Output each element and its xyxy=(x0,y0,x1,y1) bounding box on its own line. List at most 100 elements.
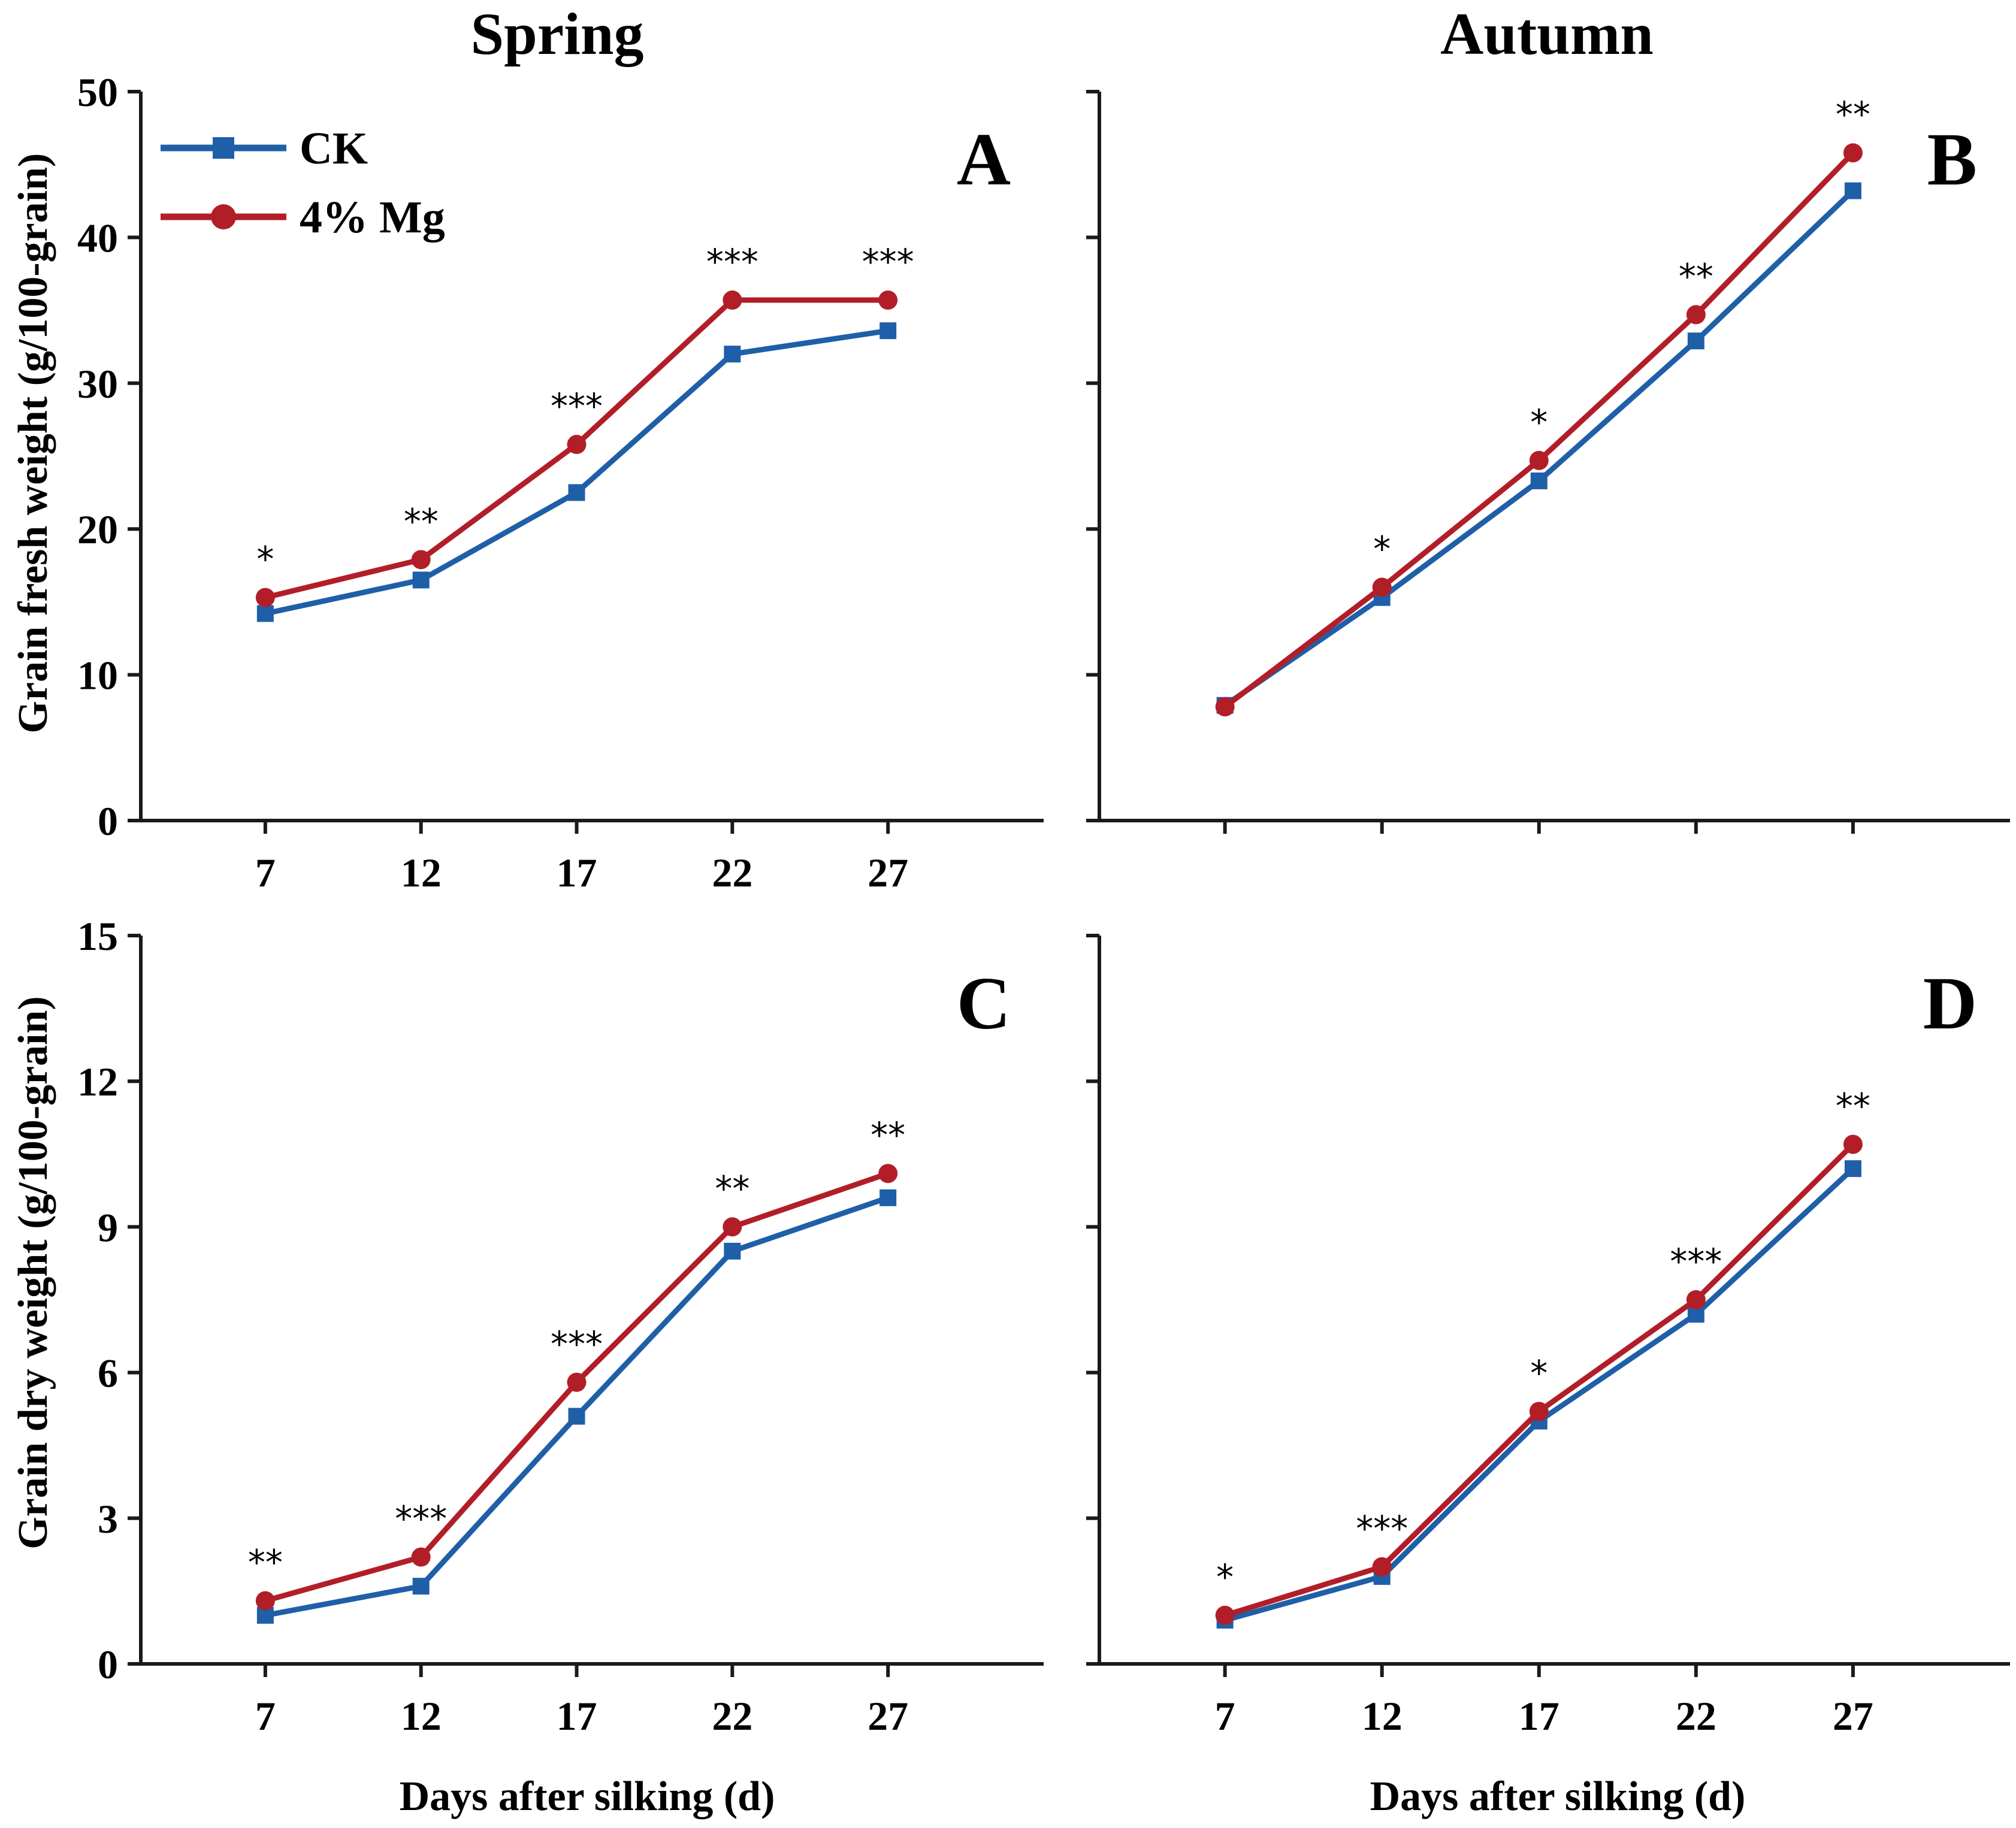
panel-c-significance-2: *** xyxy=(551,1324,603,1364)
panel-a-significance-2: *** xyxy=(551,386,603,426)
panel-a-point-ck-4 xyxy=(879,322,897,340)
panel-a-significance-0: * xyxy=(256,539,274,580)
panel-b-significance-2: * xyxy=(1530,402,1547,443)
panel-d-significance-0: * xyxy=(1216,1557,1234,1597)
panel-d-point-mg-4 xyxy=(1843,1134,1863,1154)
legend-label-ck: CK xyxy=(300,123,368,174)
panel-c-x-tick-label-1: 12 xyxy=(401,1693,442,1739)
panel-d-letter: D xyxy=(1923,963,1977,1045)
panel-d-significance-3: *** xyxy=(1670,1241,1722,1282)
panel-c-point-ck-4 xyxy=(879,1189,897,1206)
panel-d-significance-4: ** xyxy=(1836,1086,1870,1127)
panel-a-point-mg-1 xyxy=(411,550,431,570)
column-title-autumn: Autumn xyxy=(1440,1,1654,67)
legend-marker-mg xyxy=(211,204,236,229)
panel-b-point-ck-3 xyxy=(1687,332,1704,350)
legend: CK 4% Mg xyxy=(161,123,445,243)
panel-a-significance-4: *** xyxy=(862,241,914,282)
panel-a-y-tick-label-0: 0 xyxy=(98,798,118,844)
panel-c-point-mg-1 xyxy=(411,1547,431,1567)
panel-c-y-tick-label-1: 3 xyxy=(98,1496,118,1542)
panel-b-significance-1: * xyxy=(1373,529,1391,570)
panel-a-x-tick-label-4: 27 xyxy=(868,850,908,895)
panel-c-significance-0: ** xyxy=(248,1542,283,1583)
panel-d-x-tick-label-1: 12 xyxy=(1362,1693,1403,1739)
panel-a-series-line-ck xyxy=(264,328,888,616)
panel-d-point-mg-1 xyxy=(1372,1557,1392,1576)
panel-a-point-mg-0 xyxy=(255,588,275,607)
panel-a-y-tick-label-2: 20 xyxy=(77,507,118,552)
column-title-spring: Spring xyxy=(470,1,643,67)
panel-a-point-ck-0 xyxy=(256,605,274,622)
panel-c-y-tick-label-3: 9 xyxy=(98,1204,118,1250)
panel-c-significance-4: ** xyxy=(871,1115,905,1155)
panel-d-point-ck-4 xyxy=(1844,1160,1861,1178)
panel-c-x-tick-label-0: 7 xyxy=(255,1693,276,1739)
panel-c-x-tick-label-4: 27 xyxy=(868,1693,908,1739)
panel-a-letter: A xyxy=(957,119,1011,201)
panel-b-point-mg-2 xyxy=(1529,450,1549,470)
panel-c-significance-1: *** xyxy=(395,1499,447,1539)
panel-b-letter: B xyxy=(1927,119,1977,201)
panel-c-point-mg-0 xyxy=(255,1591,275,1611)
panel-b-significance-4: ** xyxy=(1836,94,1870,135)
panel-b-point-mg-1 xyxy=(1372,577,1392,597)
panel-b-point-ck-2 xyxy=(1530,472,1547,489)
panel-d-point-mg-3 xyxy=(1686,1290,1706,1309)
panel-d-x-tick-label-3: 22 xyxy=(1676,1693,1716,1739)
panel-a-x-tick-label-1: 12 xyxy=(401,850,442,895)
panel-b-point-ck-4 xyxy=(1844,182,1861,199)
panel-b-point-mg-3 xyxy=(1686,305,1706,325)
y-axis-title-fresh-weight: Grain fresh weight (g/100-grain) xyxy=(10,153,56,734)
panel-d-point-mg-0 xyxy=(1215,1605,1235,1625)
panel-a-point-ck-1 xyxy=(412,571,430,589)
x-axis-title-spring: Days after silking (d) xyxy=(400,1773,775,1820)
panel-d-x-tick-label-0: 7 xyxy=(1215,1693,1235,1739)
panel-c-series-line-ck xyxy=(265,1195,889,1618)
panel-a-x-tick-label-3: 22 xyxy=(712,850,752,895)
panel-a-significance-3: *** xyxy=(706,241,758,282)
panel-d-point-mg-2 xyxy=(1529,1402,1549,1421)
panel-c-significance-3: ** xyxy=(715,1168,749,1209)
panel-a-x-tick-label-2: 17 xyxy=(557,850,597,895)
panel-a-point-mg-2 xyxy=(567,435,587,455)
panel-a-point-mg-3 xyxy=(723,290,742,310)
legend-item-mg: 4% Mg xyxy=(161,192,445,243)
panel-a-y-tick-label-1: 10 xyxy=(77,653,118,698)
panel-a-point-ck-2 xyxy=(568,484,585,501)
x-axis-title-autumn: Days after silking (d) xyxy=(1370,1773,1746,1820)
panel-c-point-ck-1 xyxy=(412,1578,430,1595)
panel-d-x-tick-label-4: 27 xyxy=(1833,1693,1873,1739)
panel-c-point-mg-4 xyxy=(878,1164,898,1184)
panel-b-series-line-ck xyxy=(1223,189,1855,708)
panel-b-point-mg-0 xyxy=(1215,697,1235,717)
panel-a-point-mg-4 xyxy=(878,290,898,310)
panel-d-autumn-dry-weight: 7 12 17 22 27**********D xyxy=(1086,934,2010,1739)
panel-b-significance-3: ** xyxy=(1679,256,1713,296)
panel-c-point-ck-2 xyxy=(568,1408,585,1425)
panel-c-letter: C xyxy=(957,963,1011,1045)
panel-c-point-mg-2 xyxy=(567,1372,587,1392)
panel-a-significance-1: ** xyxy=(404,501,439,541)
panel-c-point-mg-3 xyxy=(723,1217,742,1237)
panel-c-y-tick-label-5: 15 xyxy=(77,913,118,959)
legend-marker-ck xyxy=(213,137,234,159)
panel-d-x-tick-label-2: 17 xyxy=(1519,1693,1559,1739)
panel-d-significance-1: *** xyxy=(1356,1508,1408,1549)
panel-c-y-tick-label-4: 12 xyxy=(77,1059,118,1104)
panel-c-x-tick-label-3: 22 xyxy=(712,1693,752,1739)
panel-c-x-tick-label-2: 17 xyxy=(557,1693,597,1739)
panel-b-point-mg-4 xyxy=(1843,143,1863,163)
panel-a-point-ck-3 xyxy=(724,346,741,363)
panel-c-y-tick-label-0: 0 xyxy=(98,1642,118,1687)
panel-b-autumn-fresh-weight: ******B xyxy=(1086,90,2010,834)
panel-a-x-tick-label-0: 7 xyxy=(255,850,276,895)
panel-d-significance-2: * xyxy=(1530,1352,1547,1393)
panel-a-y-tick-label-3: 30 xyxy=(77,361,118,407)
panel-a-y-tick-label-5: 50 xyxy=(77,69,118,115)
legend-label-mg: 4% Mg xyxy=(300,192,445,243)
panel-c-point-ck-3 xyxy=(724,1242,741,1260)
